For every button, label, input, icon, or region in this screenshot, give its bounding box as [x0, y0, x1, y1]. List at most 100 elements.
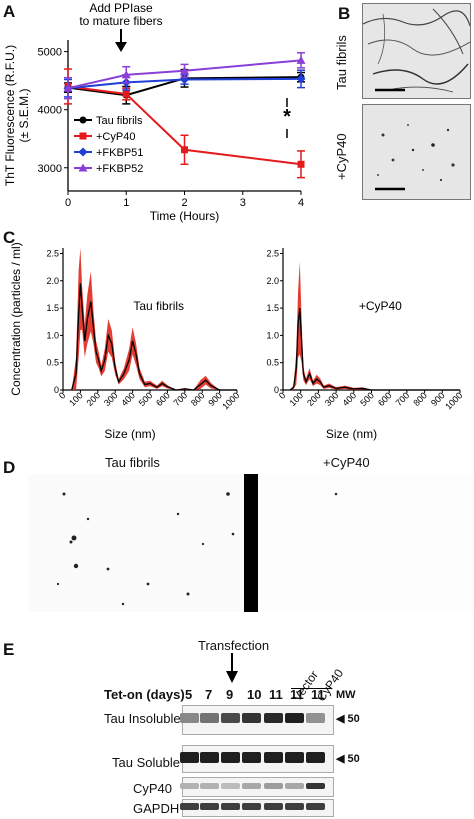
- row-label-tau-soluble: Tau Soluble: [112, 755, 180, 770]
- blot-band: [180, 783, 199, 789]
- blot-band: [264, 752, 283, 763]
- x-tick-label: 800: [411, 390, 429, 408]
- x-tick-label: 1: [123, 197, 129, 209]
- y-axis-label: Concentration (particles / ml): [9, 242, 23, 395]
- legend-label: +FKBP52: [96, 163, 143, 175]
- tet-on-label: Tet-on (days): [104, 687, 185, 702]
- blot-band: [306, 783, 325, 789]
- cyp40-puncta: [334, 492, 338, 496]
- y-tick-label: 1.0: [46, 330, 59, 340]
- x-tick-label: 400: [341, 390, 359, 408]
- panel-label-a: A: [3, 2, 16, 21]
- lane-group-bracket: [291, 688, 331, 689]
- significance-asterisk: *: [283, 106, 291, 128]
- y-tick-label: 3000: [38, 163, 62, 175]
- blot-band: [221, 713, 240, 723]
- blot-band: [242, 803, 261, 810]
- mean-line: [289, 308, 460, 391]
- data-point: [296, 74, 306, 84]
- ppiase-annotation-line2: to mature fibers: [79, 14, 162, 28]
- punctum: [231, 532, 235, 536]
- punctum: [73, 563, 79, 569]
- x-tick-label: 600: [376, 390, 394, 408]
- x-tick-label: 1000: [443, 390, 464, 411]
- x-tick-label: 700: [172, 390, 190, 408]
- punctum: [121, 602, 125, 606]
- blot-band: [221, 752, 240, 763]
- data-point: [180, 66, 189, 75]
- x-axis-label: Time (Hours): [150, 209, 220, 223]
- x-tick-label: 500: [137, 390, 155, 408]
- blot-band: [264, 783, 283, 789]
- punctum: [86, 517, 90, 521]
- x-tick-label: 0: [277, 390, 288, 401]
- blot-band: [180, 752, 199, 763]
- y-tick-label: 2.0: [266, 276, 279, 286]
- series-1: +CyP40: [64, 68, 305, 179]
- legend-label: +CyP40: [96, 131, 135, 143]
- series-2: +FKBP51: [63, 69, 306, 159]
- fibril-puncta: [56, 492, 235, 606]
- blot-band: [221, 783, 240, 789]
- y-tick-label: 0.5: [46, 358, 59, 368]
- day-label: 9: [226, 687, 234, 702]
- fluorescence-label-cyp40: +CyP40: [323, 455, 370, 470]
- mw-label: MW: [336, 689, 356, 701]
- punctum: [106, 567, 110, 571]
- legend-marker: [79, 132, 87, 140]
- x-tick-label: 3: [240, 197, 246, 209]
- mw-marker-soluble: ◀ 50: [336, 753, 360, 765]
- x-tick-label: 200: [305, 390, 323, 408]
- day-label: 10: [247, 687, 262, 702]
- blot-band: [221, 803, 240, 810]
- y-tick-label: 5000: [38, 47, 62, 59]
- blot-band: [306, 713, 325, 723]
- mean-line: [71, 283, 237, 391]
- x-tick-label: 800: [189, 390, 207, 408]
- row-label-gapdh: GAPDH: [133, 801, 180, 816]
- data-point: [122, 90, 130, 98]
- x-tick-label: 2: [181, 197, 187, 209]
- panel-label-c: C: [3, 228, 16, 247]
- row-label-tau-insoluble: Tau Insoluble: [104, 711, 181, 726]
- fluorescence-label-tau-fibrils: Tau fibrils: [105, 455, 160, 470]
- x-axis-label: Size (nm): [326, 427, 377, 441]
- blot-band: [285, 752, 304, 763]
- series-line: [67, 77, 302, 90]
- x-tick-label: 1000: [220, 390, 241, 411]
- data-point: [121, 70, 131, 79]
- y-axis-label-sub: (± S.E.M.): [17, 89, 31, 143]
- blot-band: [285, 713, 304, 723]
- legend-label: +FKBP51: [96, 147, 143, 159]
- x-tick-label: 0: [57, 390, 68, 401]
- blot-band: [200, 783, 219, 789]
- mw-marker-insoluble: ◀ 50: [336, 713, 360, 725]
- y-tick-label: 1.5: [266, 303, 279, 313]
- series-line: [67, 59, 302, 90]
- blot-band: [285, 783, 304, 789]
- tem-label-cyp40: +CyP40: [334, 133, 349, 180]
- x-tick-label: 300: [102, 390, 120, 408]
- day-label: 11: [311, 687, 325, 702]
- fibril-strands: [363, 8, 470, 93]
- tem-label-tau-fibrils: Tau fibrils: [334, 35, 349, 90]
- tht-fluorescence-chart: Add PPIase to mature fibers 0 1 2 3 4 3000 400…: [3, 1, 306, 223]
- x-tick-label: 0: [65, 197, 71, 209]
- blot-band: [306, 803, 325, 810]
- y-tick-label: 1.0: [266, 330, 279, 340]
- data-point: [63, 83, 73, 92]
- blot-band: [242, 713, 261, 723]
- blot-band: [285, 803, 304, 810]
- day-label: 11: [269, 687, 283, 702]
- aggregate-specks: [375, 124, 455, 191]
- ppiase-arrow-head: [115, 42, 127, 52]
- blot-band: [180, 803, 199, 810]
- panel-label-b: B: [338, 4, 351, 23]
- data-point: [297, 160, 305, 168]
- y-tick-label: 1.5: [46, 303, 59, 313]
- day-label: 5: [185, 687, 193, 702]
- y-tick-label: 4000: [38, 105, 62, 117]
- x-axis-label: Size (nm): [104, 427, 155, 441]
- punctum: [176, 512, 180, 516]
- punctum: [71, 535, 77, 541]
